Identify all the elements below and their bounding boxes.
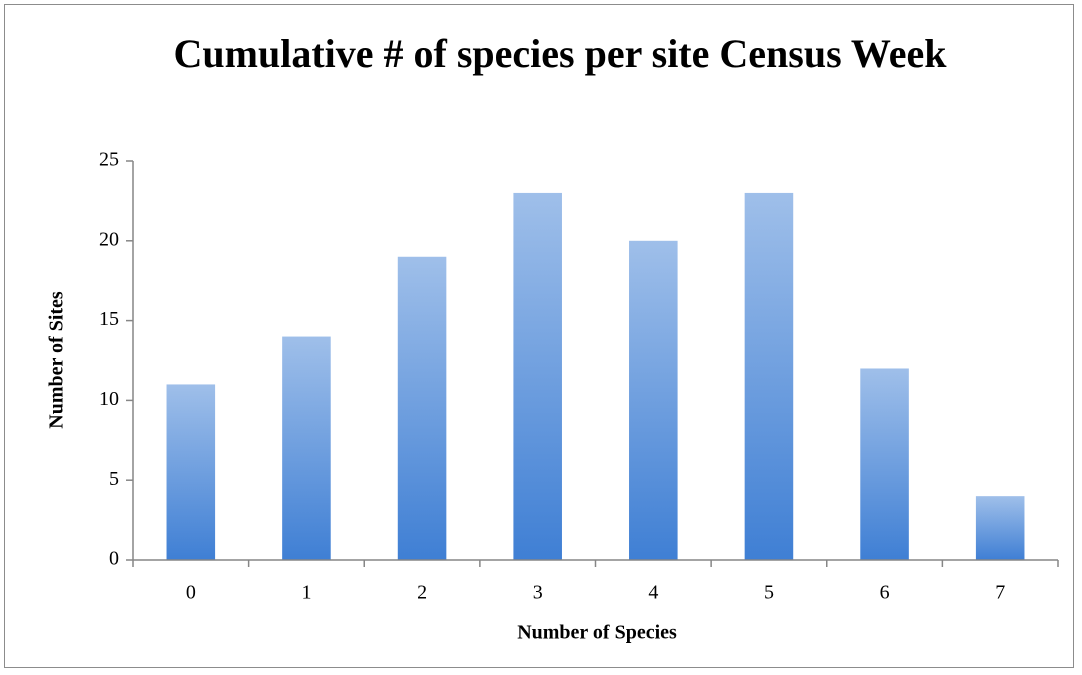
x-tick-label: 0 <box>186 582 196 604</box>
y-axis-title: Number of Sites <box>46 291 68 429</box>
x-axis-title: Number of Species <box>517 622 677 644</box>
x-tick-label: 6 <box>880 582 890 604</box>
x-tick-label: 4 <box>648 582 658 604</box>
bar <box>513 192 562 561</box>
y-tick-label: 20 <box>99 228 119 250</box>
y-tick-label: 0 <box>109 548 119 570</box>
x-tick-label: 3 <box>533 582 543 604</box>
y-tick-label: 15 <box>99 308 119 330</box>
chart-title: Cumulative # of species per site Census … <box>173 31 947 76</box>
bar <box>744 192 794 561</box>
bar <box>629 240 678 561</box>
x-tick-label: 5 <box>764 582 774 604</box>
y-tick-label: 25 <box>99 149 119 171</box>
chart-frame <box>4 4 1074 668</box>
x-tick-label: 7 <box>995 582 1005 604</box>
x-tick-label: 1 <box>301 582 311 604</box>
bar <box>975 496 1025 560</box>
bar <box>397 256 447 560</box>
y-tick-label: 10 <box>99 388 119 410</box>
y-tick-label: 5 <box>109 468 119 490</box>
bar <box>166 384 216 560</box>
bar <box>282 336 331 560</box>
x-tick-label: 2 <box>417 582 427 604</box>
bar <box>860 368 909 560</box>
